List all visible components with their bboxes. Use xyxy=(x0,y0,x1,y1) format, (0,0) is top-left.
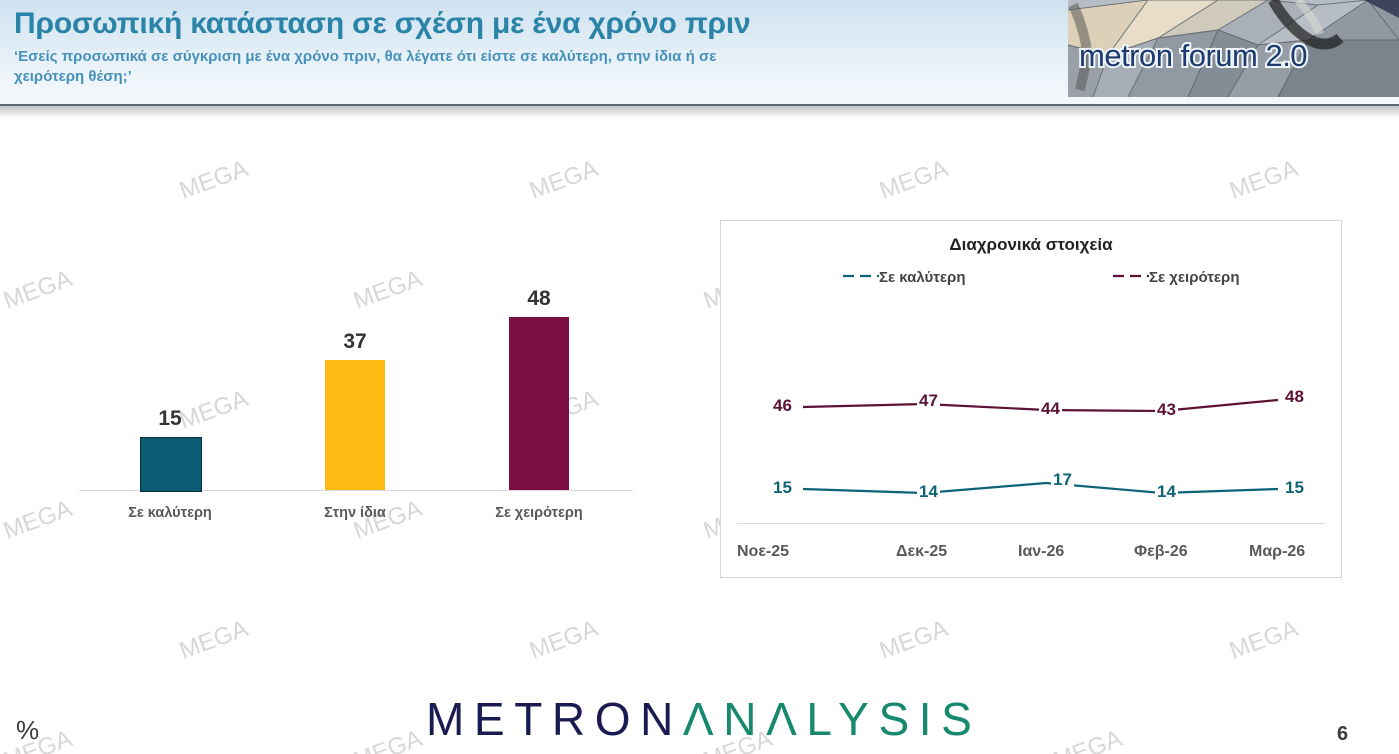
svg-text:metron forum 2.0: metron forum 2.0 xyxy=(1079,38,1307,73)
